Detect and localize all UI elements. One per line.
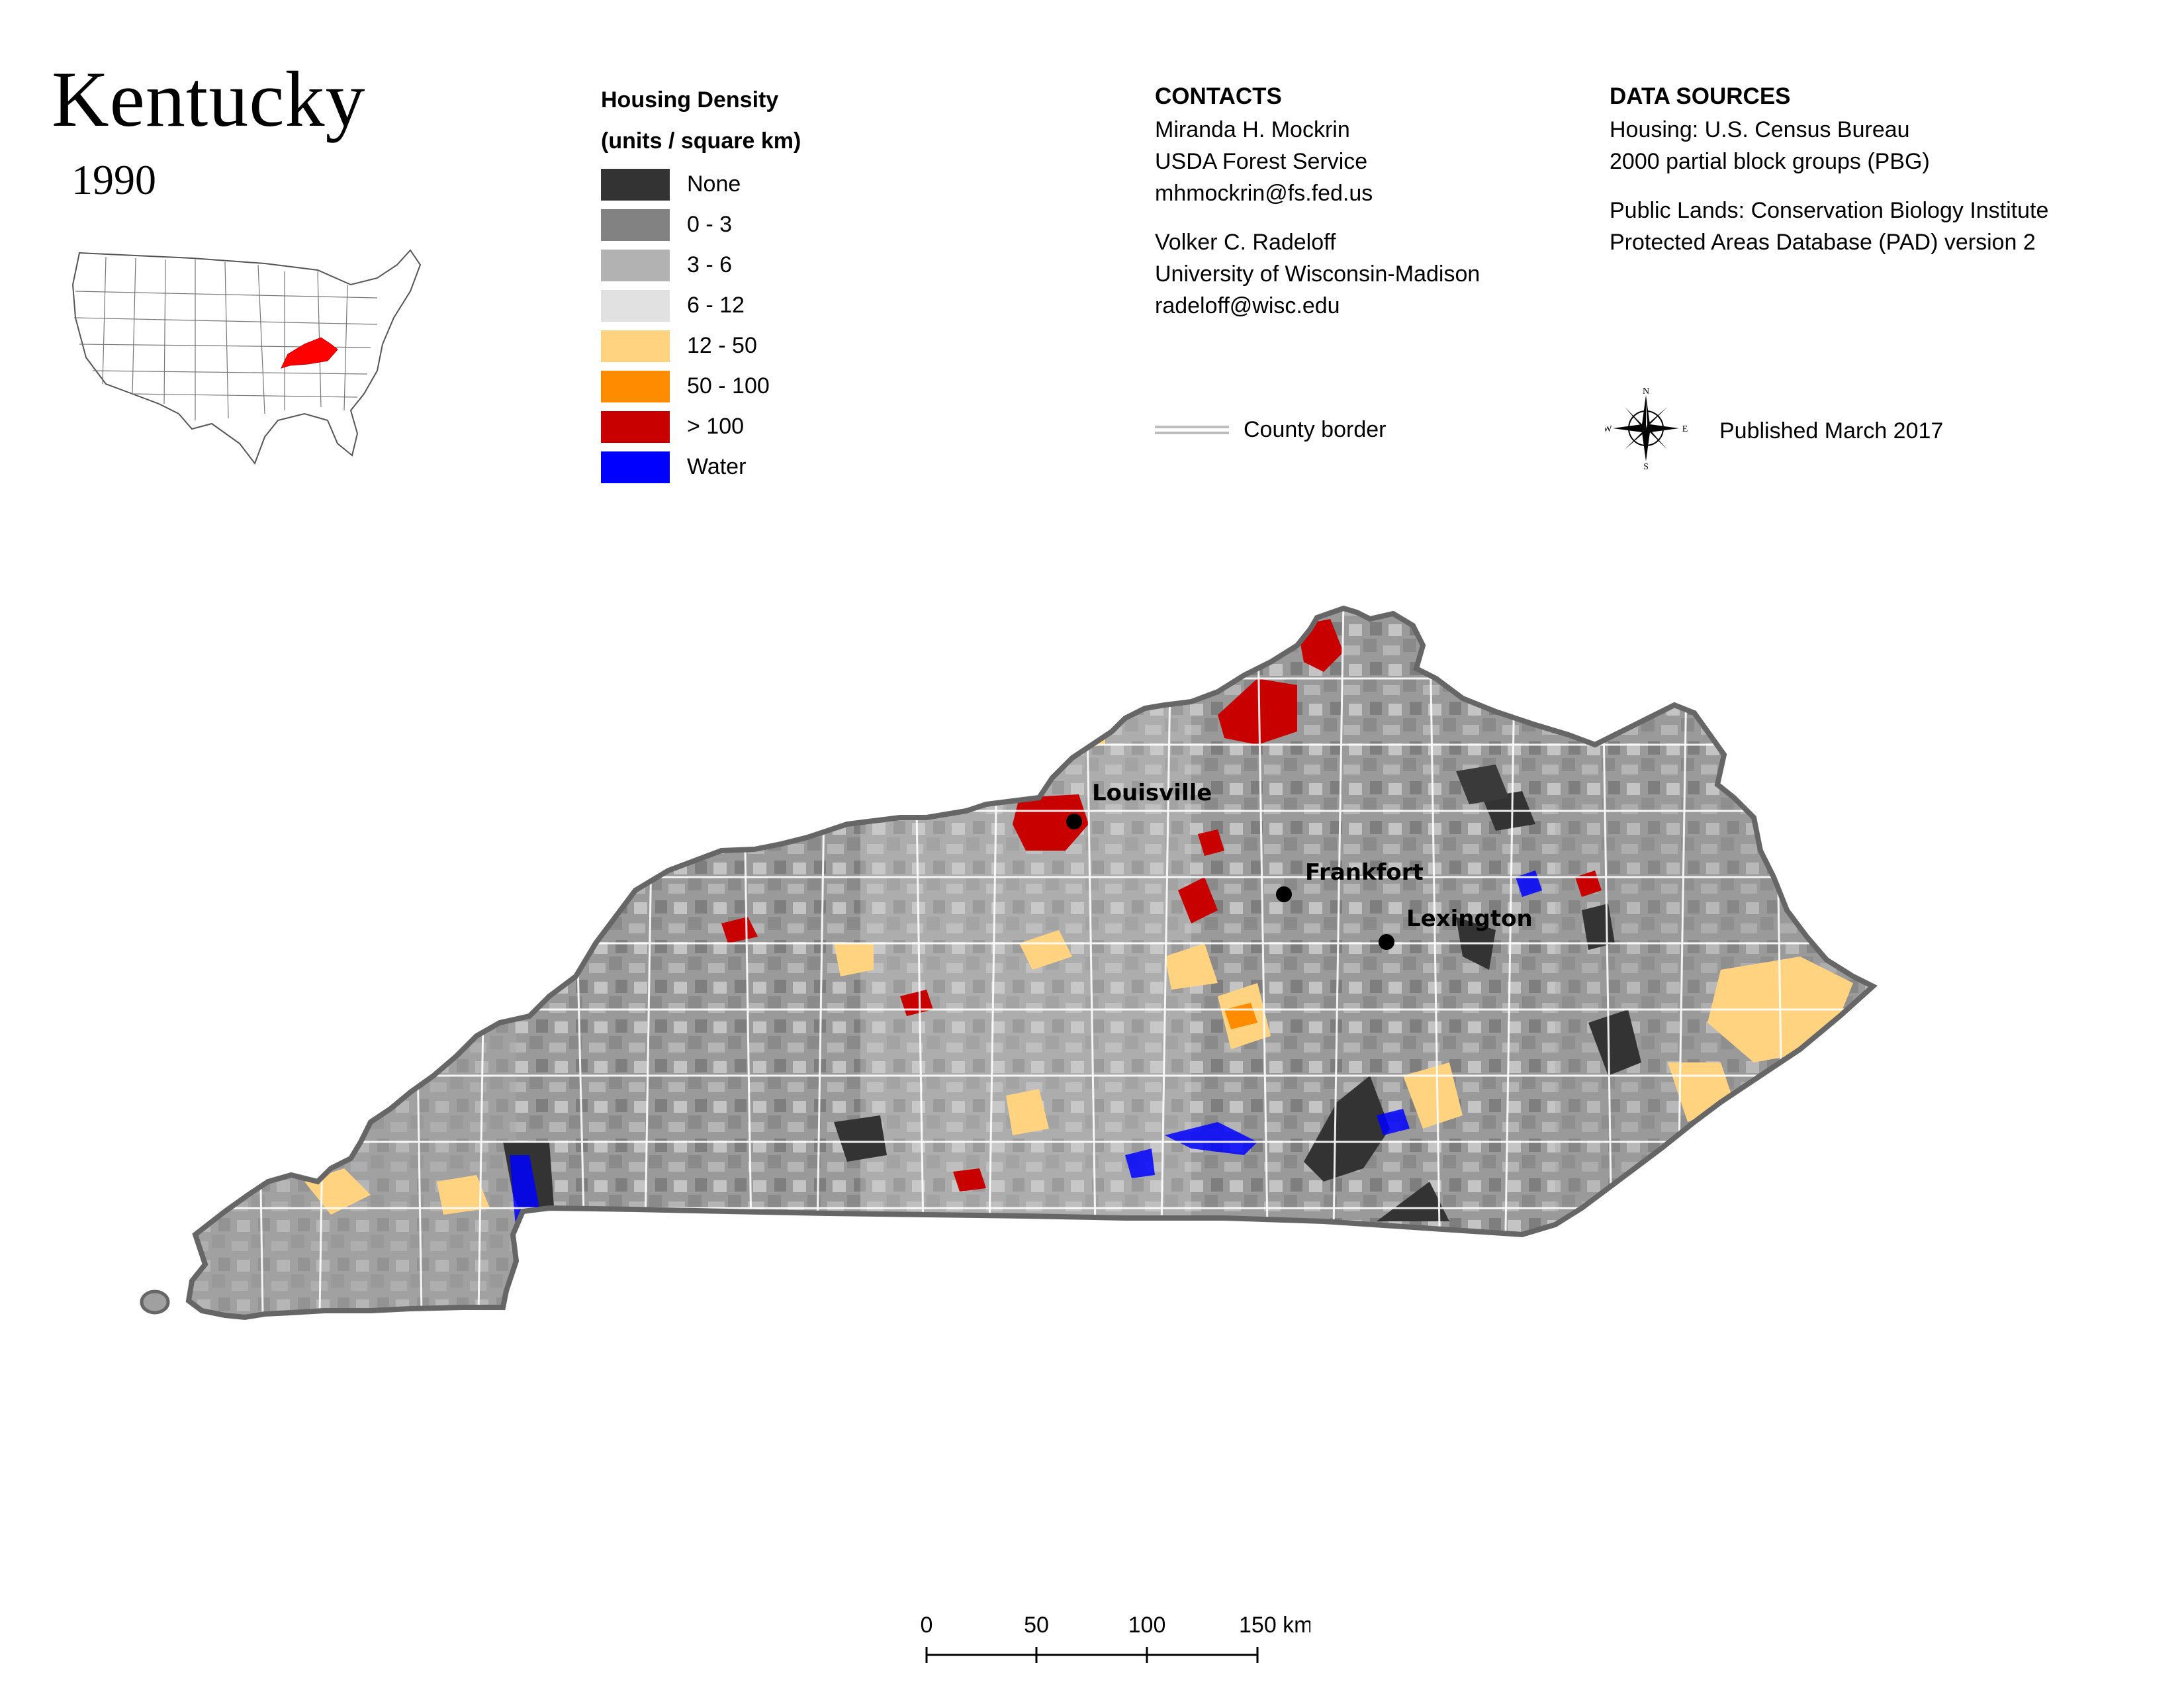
compass-e: E — [1682, 424, 1688, 434]
city-label-lexington: Lexington — [1406, 906, 1533, 932]
compass-w: W — [1605, 424, 1612, 434]
contacts-heading: CONTACTS — [1155, 83, 1282, 109]
us-locator-inset — [71, 249, 422, 465]
county-border-key: County border — [1155, 417, 1386, 443]
legend-label: Water — [687, 454, 747, 479]
scale-label-150: 150 km — [1239, 1613, 1310, 1638]
compass-rose-icon: N S W E — [1605, 387, 1688, 470]
legend-label: None — [687, 171, 741, 197]
legend-label: 50 - 100 — [687, 373, 770, 399]
contact2-email[interactable]: radeloff@wisc.edu — [1155, 293, 1340, 318]
contacts-block: CONTACTS Miranda H. Mockrin USDA Forest … — [1155, 81, 1578, 322]
lands-source-line1: Public Lands: Conservation Biology Insti… — [1610, 198, 2049, 223]
legend-units: (units / square km) — [601, 128, 801, 154]
legend-items: None 0 - 3 3 - 6 6 - 12 12 - 50 50 - 100 > 100… — [601, 164, 945, 487]
scale-bar: 0 50 100 150 km — [921, 1613, 1310, 1663]
scale-label-100: 100 — [1128, 1613, 1166, 1638]
legend-title: Housing Density — [601, 87, 779, 113]
legend-item: 6 - 12 — [601, 285, 945, 326]
housing-source-line2: 2000 partial block groups (PBG) — [1610, 149, 1930, 174]
lands-source-line2: Protected Areas Database (PAD) version 2 — [1610, 230, 2036, 255]
compass-s: S — [1643, 462, 1649, 470]
map-title: Kentucky — [52, 55, 366, 143]
county-border-label: County border — [1244, 417, 1387, 442]
city-label-louisville: Louisville — [1092, 780, 1212, 806]
legend-item: Water — [601, 447, 945, 487]
kentucky-housing-density-map: Louisville Frankfort Lexington — [140, 599, 2019, 1440]
legend-item: None — [601, 164, 945, 205]
legend-swatch — [601, 451, 670, 483]
legend-swatch — [601, 209, 670, 241]
density-fill — [189, 608, 1873, 1317]
contact1-email[interactable]: mhmockrin@fs.fed.us — [1155, 181, 1373, 206]
data-sources-heading: DATA SOURCES — [1610, 83, 1791, 109]
scale-label-0: 0 — [921, 1613, 933, 1638]
legend-item: 0 - 3 — [601, 205, 945, 245]
legend-item: 50 - 100 — [601, 366, 945, 406]
city-frankfort[interactable]: Frankfort — [1276, 859, 1424, 902]
legend-label: 6 - 12 — [687, 293, 745, 318]
us-outline — [71, 249, 422, 465]
legend-item: 3 - 6 — [601, 245, 945, 285]
published-date: Published March 2017 — [1719, 418, 1944, 444]
legend: Housing Density (units / square km) None… — [601, 79, 945, 487]
kentucky-highlight — [281, 337, 338, 369]
housing-source-line1: Housing: U.S. Census Bureau — [1610, 117, 1910, 142]
scale-label-50: 50 — [1024, 1613, 1049, 1638]
legend-swatch — [601, 370, 670, 402]
city-louisville[interactable]: Louisville — [1066, 780, 1212, 829]
legend-swatch — [601, 330, 670, 362]
contact1-name: Miranda H. Mockrin — [1155, 117, 1350, 142]
contact1-org: USDA Forest Service — [1155, 149, 1368, 174]
legend-label: 12 - 50 — [687, 333, 757, 358]
city-label-frankfort: Frankfort — [1305, 859, 1424, 886]
contact2-org: University of Wisconsin-Madison — [1155, 261, 1480, 287]
data-sources-block: DATA SOURCES Housing: U.S. Census Bureau… — [1610, 81, 2165, 258]
legend-swatch — [601, 249, 670, 281]
legend-swatch — [601, 410, 670, 443]
legend-label: 3 - 6 — [687, 252, 733, 277]
legend-label: 0 - 3 — [687, 212, 733, 237]
compass-n: N — [1643, 387, 1649, 397]
county-border-symbol — [1155, 426, 1229, 434]
city-lexington[interactable]: Lexington — [1379, 906, 1533, 950]
legend-swatch — [601, 168, 670, 201]
map-year: 1990 — [71, 156, 156, 203]
legend-item: > 100 — [601, 406, 945, 447]
legend-swatch — [601, 289, 670, 322]
contact2-name: Volker C. Radeloff — [1155, 230, 1336, 255]
legend-item: 12 - 50 — [601, 326, 945, 366]
legend-label: > 100 — [687, 414, 745, 439]
